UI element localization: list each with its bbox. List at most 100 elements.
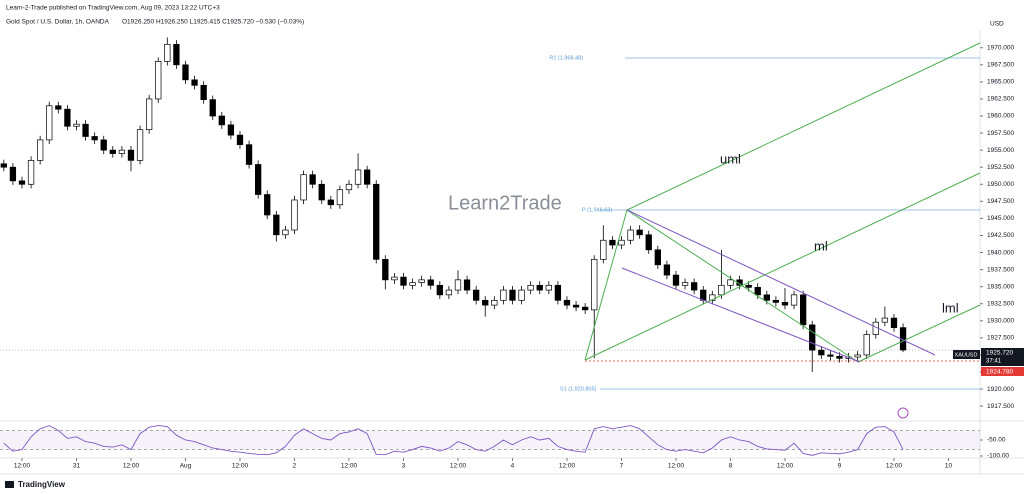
candle-body [645, 234, 652, 251]
candle-body [409, 282, 416, 286]
candle-body [454, 279, 462, 291]
candle-body [418, 279, 425, 283]
x-tick-label: 12:00 [123, 463, 140, 470]
candle-body [609, 239, 616, 246]
candle-body [164, 43, 171, 62]
candle-body [100, 139, 107, 151]
candle-body [663, 264, 671, 276]
y-tick-label: 1940.000 [987, 249, 1014, 256]
candle-body [118, 149, 126, 154]
x-tick-label: 12:00 [14, 463, 31, 470]
y-tick-label: 1970.000 [987, 44, 1014, 51]
candle-body [518, 289, 525, 301]
y-tick-label: -100.00 [987, 453, 1009, 460]
candle-body [718, 284, 725, 296]
candle-body [772, 299, 780, 303]
candle-body [554, 284, 562, 301]
candle-body [191, 79, 198, 86]
candle-body [300, 174, 307, 201]
candle-body [482, 299, 489, 306]
pivot-tag: 1924.780 [986, 369, 1013, 376]
candle-body [36, 139, 44, 161]
candle-body [327, 199, 334, 206]
x-tick-label: 12:00 [341, 463, 358, 470]
x-tick-label: 2 [293, 463, 297, 470]
y-tick-label: 1950.000 [987, 181, 1014, 188]
y-tick-label: 1960.000 [987, 113, 1014, 120]
candle-body [854, 354, 861, 358]
candle-body [27, 160, 35, 185]
y-tick-label: 1945.000 [987, 215, 1014, 222]
y-tick-label: 1957.500 [987, 130, 1014, 137]
candle-body [763, 294, 770, 301]
candle-body [291, 199, 298, 231]
drawings: R1 (1,968.48) P (1,946.63) S1 (1,920.805… [549, 42, 981, 419]
candle-body [563, 299, 571, 306]
candle-body [618, 239, 625, 246]
x-tick-label: 12:00 [886, 463, 903, 470]
y-tick-label: 1927.500 [987, 335, 1014, 342]
candle-body [427, 279, 434, 286]
candle-body [636, 229, 643, 236]
x-tick-label: 12:00 [777, 463, 794, 470]
pitchfork-handle [584, 209, 628, 361]
candle-body [491, 299, 498, 306]
candle-body [64, 108, 71, 127]
band-fill [0, 430, 980, 450]
candle-body [672, 274, 680, 286]
candle-body [790, 294, 798, 306]
candle-body [527, 284, 534, 291]
candle-body [127, 149, 135, 161]
candle-body [827, 354, 834, 357]
candle-body [318, 183, 325, 201]
candle-body [681, 282, 689, 286]
uml-line [626, 42, 981, 211]
lml-label: lml [942, 300, 959, 315]
r1-label: R1 (1,968.48) [549, 55, 583, 61]
candle-body [282, 229, 289, 236]
x-tick-label: 3 [402, 463, 406, 470]
candle-body [391, 276, 398, 281]
x-tick-label: 12:00 [450, 463, 467, 470]
y-tick-label: 1930.000 [987, 318, 1014, 325]
ml-label: ml [814, 238, 828, 253]
candle-body [382, 259, 389, 281]
candle-body [245, 144, 253, 165]
y-tick-label: 1952.500 [987, 164, 1014, 171]
candle-body [46, 105, 53, 141]
symbol-tag: XAUUSD [955, 352, 978, 358]
brand: TradingView [18, 480, 66, 489]
candle-body [754, 286, 761, 296]
publisher: Learn-2-Trade published on TradingView.c… [6, 5, 220, 12]
x-tick-label: 12:00 [559, 463, 576, 470]
y-tick-label: 1942.500 [987, 232, 1014, 239]
candle-body [155, 61, 162, 100]
candle-body [363, 169, 371, 185]
candle-body [463, 279, 471, 291]
s1-label: S1 (1,920.805) [560, 386, 597, 392]
event-icon[interactable] [897, 407, 909, 419]
y-tick-label: 1947.500 [987, 198, 1014, 205]
candle-body [354, 169, 362, 185]
candle-body [690, 282, 698, 291]
x-tick-label: 12:00 [668, 463, 685, 470]
candle-body [445, 289, 453, 296]
candle-body [536, 284, 543, 291]
y-tick-label: 1937.500 [987, 266, 1014, 273]
ml-line [584, 172, 981, 361]
candle-body [818, 349, 825, 356]
candle-body [336, 189, 344, 206]
brand-logo [5, 481, 14, 488]
channel-upper [626, 209, 936, 356]
candle-body [727, 279, 734, 286]
candle-body [0, 163, 7, 168]
ohlc: O1926.250 H1926.250 L1925.415 C1925.720 … [122, 19, 304, 26]
y-tick-label: 1935.000 [987, 283, 1014, 290]
candle-body [145, 98, 153, 131]
lml-line [857, 304, 981, 363]
candle-body [890, 317, 898, 328]
y-tick-label: 1932.500 [987, 300, 1014, 307]
y-tick-label: -50.00 [987, 437, 1006, 444]
